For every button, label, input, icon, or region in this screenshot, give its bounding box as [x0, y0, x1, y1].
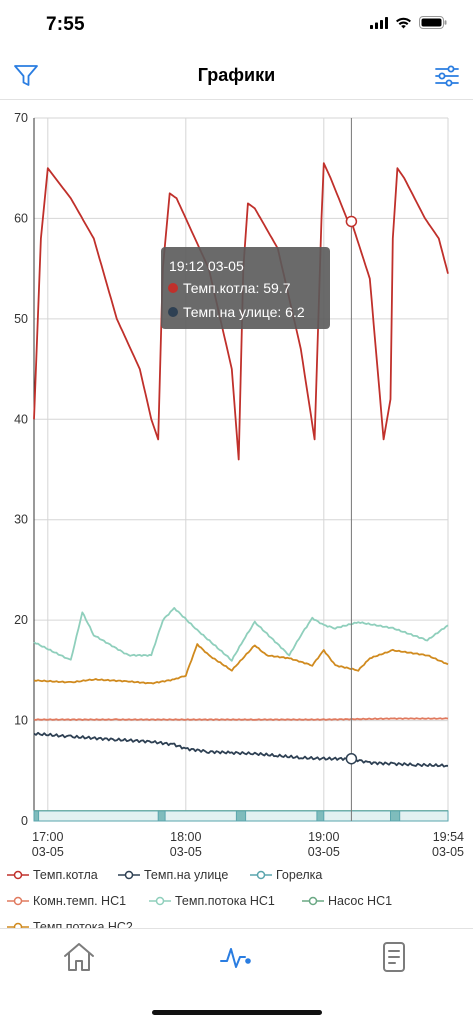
battery-icon [419, 16, 447, 29]
status-icons [370, 16, 447, 29]
legend-marker-icon [7, 922, 29, 928]
tooltip-boiler-temp: Темп.котла: 59.7 [183, 280, 291, 296]
series-line [33, 643, 449, 685]
chart-markers [345, 118, 358, 821]
wifi-icon [396, 17, 411, 28]
burner-on-segment [390, 810, 401, 822]
legend-label: Темп.потока НС2 [33, 920, 133, 928]
series-line [33, 717, 449, 721]
tab-reports[interactable] [364, 941, 424, 977]
cursor-marker-boiler [345, 215, 358, 228]
signal-icon [370, 16, 388, 29]
history-chart[interactable]: 01020304050607017:0003-0518:0003-0519:00… [0, 100, 473, 864]
tab-bar [0, 928, 473, 1024]
legend-marker-icon [7, 870, 29, 880]
filter-icon [14, 65, 38, 86]
legend-marker-icon [302, 896, 324, 906]
sliders-icon [435, 65, 459, 87]
page-title: Графики [197, 65, 276, 85]
burner-on-segment [157, 810, 166, 822]
tooltip-box [161, 247, 330, 329]
tooltip-outdoor-temp: Темп.на улице: 6.2 [183, 304, 305, 320]
x-tick-date: 03-05 [308, 845, 340, 859]
filter-button[interactable] [12, 62, 40, 90]
legend-item-flow-temp-hc2[interactable]: Темп.потока НС2 [7, 920, 133, 928]
home-indicator [152, 1010, 322, 1015]
navigation-bar: Графики [0, 50, 473, 100]
tab-home[interactable] [49, 941, 109, 977]
status-time: 7:55 [46, 14, 85, 35]
legend-marker-icon [118, 870, 140, 880]
burner-on-segment [316, 810, 325, 822]
x-tick-time: 18:00 [170, 830, 201, 844]
x-tick-time: 19:54 [433, 830, 464, 844]
legend-label: Комн.темп. НС1 [33, 894, 127, 908]
burner-on-segment [33, 810, 40, 822]
legend-item-boiler-temp[interactable]: Темп.котла [7, 868, 98, 882]
tooltip-dot-boiler [168, 283, 178, 293]
x-tick-date: 03-05 [432, 845, 464, 859]
burner-on-segment [235, 810, 247, 822]
chart-series [33, 162, 449, 822]
cursor-marker-outdoor [345, 752, 358, 765]
legend-label: Темп.на улице [144, 868, 229, 882]
tooltip-dot-outdoor [168, 307, 178, 317]
legend-marker-icon [7, 896, 29, 906]
legend-marker-icon [250, 870, 272, 880]
chart-axes: 01020304050607017:0003-0518:0003-0519:00… [14, 111, 464, 859]
series-line [33, 607, 449, 662]
series-line [33, 162, 449, 461]
legend-item-outdoor-temp[interactable]: Темп.на улице [118, 868, 228, 882]
activity-chart-icon [220, 948, 251, 968]
x-tick-date: 03-05 [170, 845, 202, 859]
y-tick-label: 40 [14, 412, 28, 426]
tab-charts[interactable] [206, 941, 266, 977]
y-tick-label: 30 [14, 513, 28, 527]
series-line [33, 731, 448, 768]
home-icon [64, 943, 94, 971]
y-tick-label: 60 [14, 211, 28, 225]
legend-label: Насос НС1 [328, 894, 393, 908]
legend-item-flow-temp-hc1[interactable]: Темп.потока НС1 [149, 894, 275, 908]
x-tick-time: 17:00 [32, 830, 63, 844]
tooltip-time: 19:12 03-05 [169, 258, 244, 274]
y-tick-label: 50 [14, 312, 28, 326]
y-tick-label: 0 [21, 814, 28, 828]
chart-legend: Темп.котла Темп.на улице Горелка Комн.те… [0, 864, 473, 928]
x-tick-time: 19:00 [308, 830, 339, 844]
legend-item-room-temp-hc1[interactable]: Комн.темп. НС1 [7, 894, 126, 908]
settings-sliders-button[interactable] [433, 62, 461, 90]
y-tick-label: 10 [14, 714, 28, 728]
legend-item-pump-hc1[interactable]: Насос НС1 [302, 894, 392, 908]
document-icon [383, 942, 405, 972]
legend-item-burner[interactable]: Горелка [250, 868, 322, 882]
status-bar: 7:55 [0, 0, 473, 50]
y-tick-label: 70 [14, 111, 28, 125]
legend-marker-icon [149, 896, 171, 906]
chart-tooltip: 19:12 03-05 Темп.котла: 59.7 Темп.на ули… [161, 247, 330, 329]
legend-label: Темп.котла [33, 868, 98, 882]
legend-label: Горелка [276, 868, 323, 882]
x-tick-date: 03-05 [32, 845, 64, 859]
y-tick-label: 20 [14, 613, 28, 627]
legend-label: Темп.потока НС1 [175, 894, 275, 908]
chart-grid [34, 117, 449, 822]
